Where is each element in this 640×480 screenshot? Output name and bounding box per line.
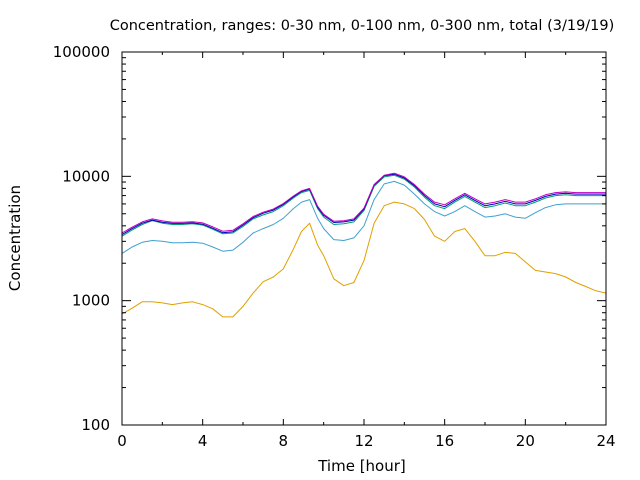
series-line-1 xyxy=(121,201,607,318)
x-tick-label: 0 xyxy=(117,432,127,450)
y-tick-label: 10000 xyxy=(62,167,110,185)
series-line-3 xyxy=(121,174,606,237)
x-tick-label: 20 xyxy=(516,432,535,450)
x-tick-label: 16 xyxy=(435,432,454,450)
series-line-2 xyxy=(121,180,606,254)
x-tick-label: 8 xyxy=(279,432,289,450)
ticks-layer: 0 4 8 12 16 20 24 100 1000 10000 100000 xyxy=(53,43,616,450)
y-axis-label: Concentration xyxy=(6,185,24,291)
chart-title: Concentration, ranges: 0-30 nm, 0-100 nm… xyxy=(110,18,615,34)
y-tick-label: 100000 xyxy=(53,43,110,61)
x-tick-label: 24 xyxy=(596,432,615,450)
plot-frame xyxy=(121,51,607,426)
x-tick-label: 4 xyxy=(198,432,208,450)
x-tick-label: 12 xyxy=(354,432,373,450)
x-axis-label: Time [hour] xyxy=(317,457,406,475)
series-line-5 xyxy=(121,172,606,234)
series-line-4 xyxy=(121,173,606,236)
y-tick-label: 100 xyxy=(81,416,110,434)
y-tick-label: 1000 xyxy=(72,292,110,310)
series-layer xyxy=(121,172,607,318)
